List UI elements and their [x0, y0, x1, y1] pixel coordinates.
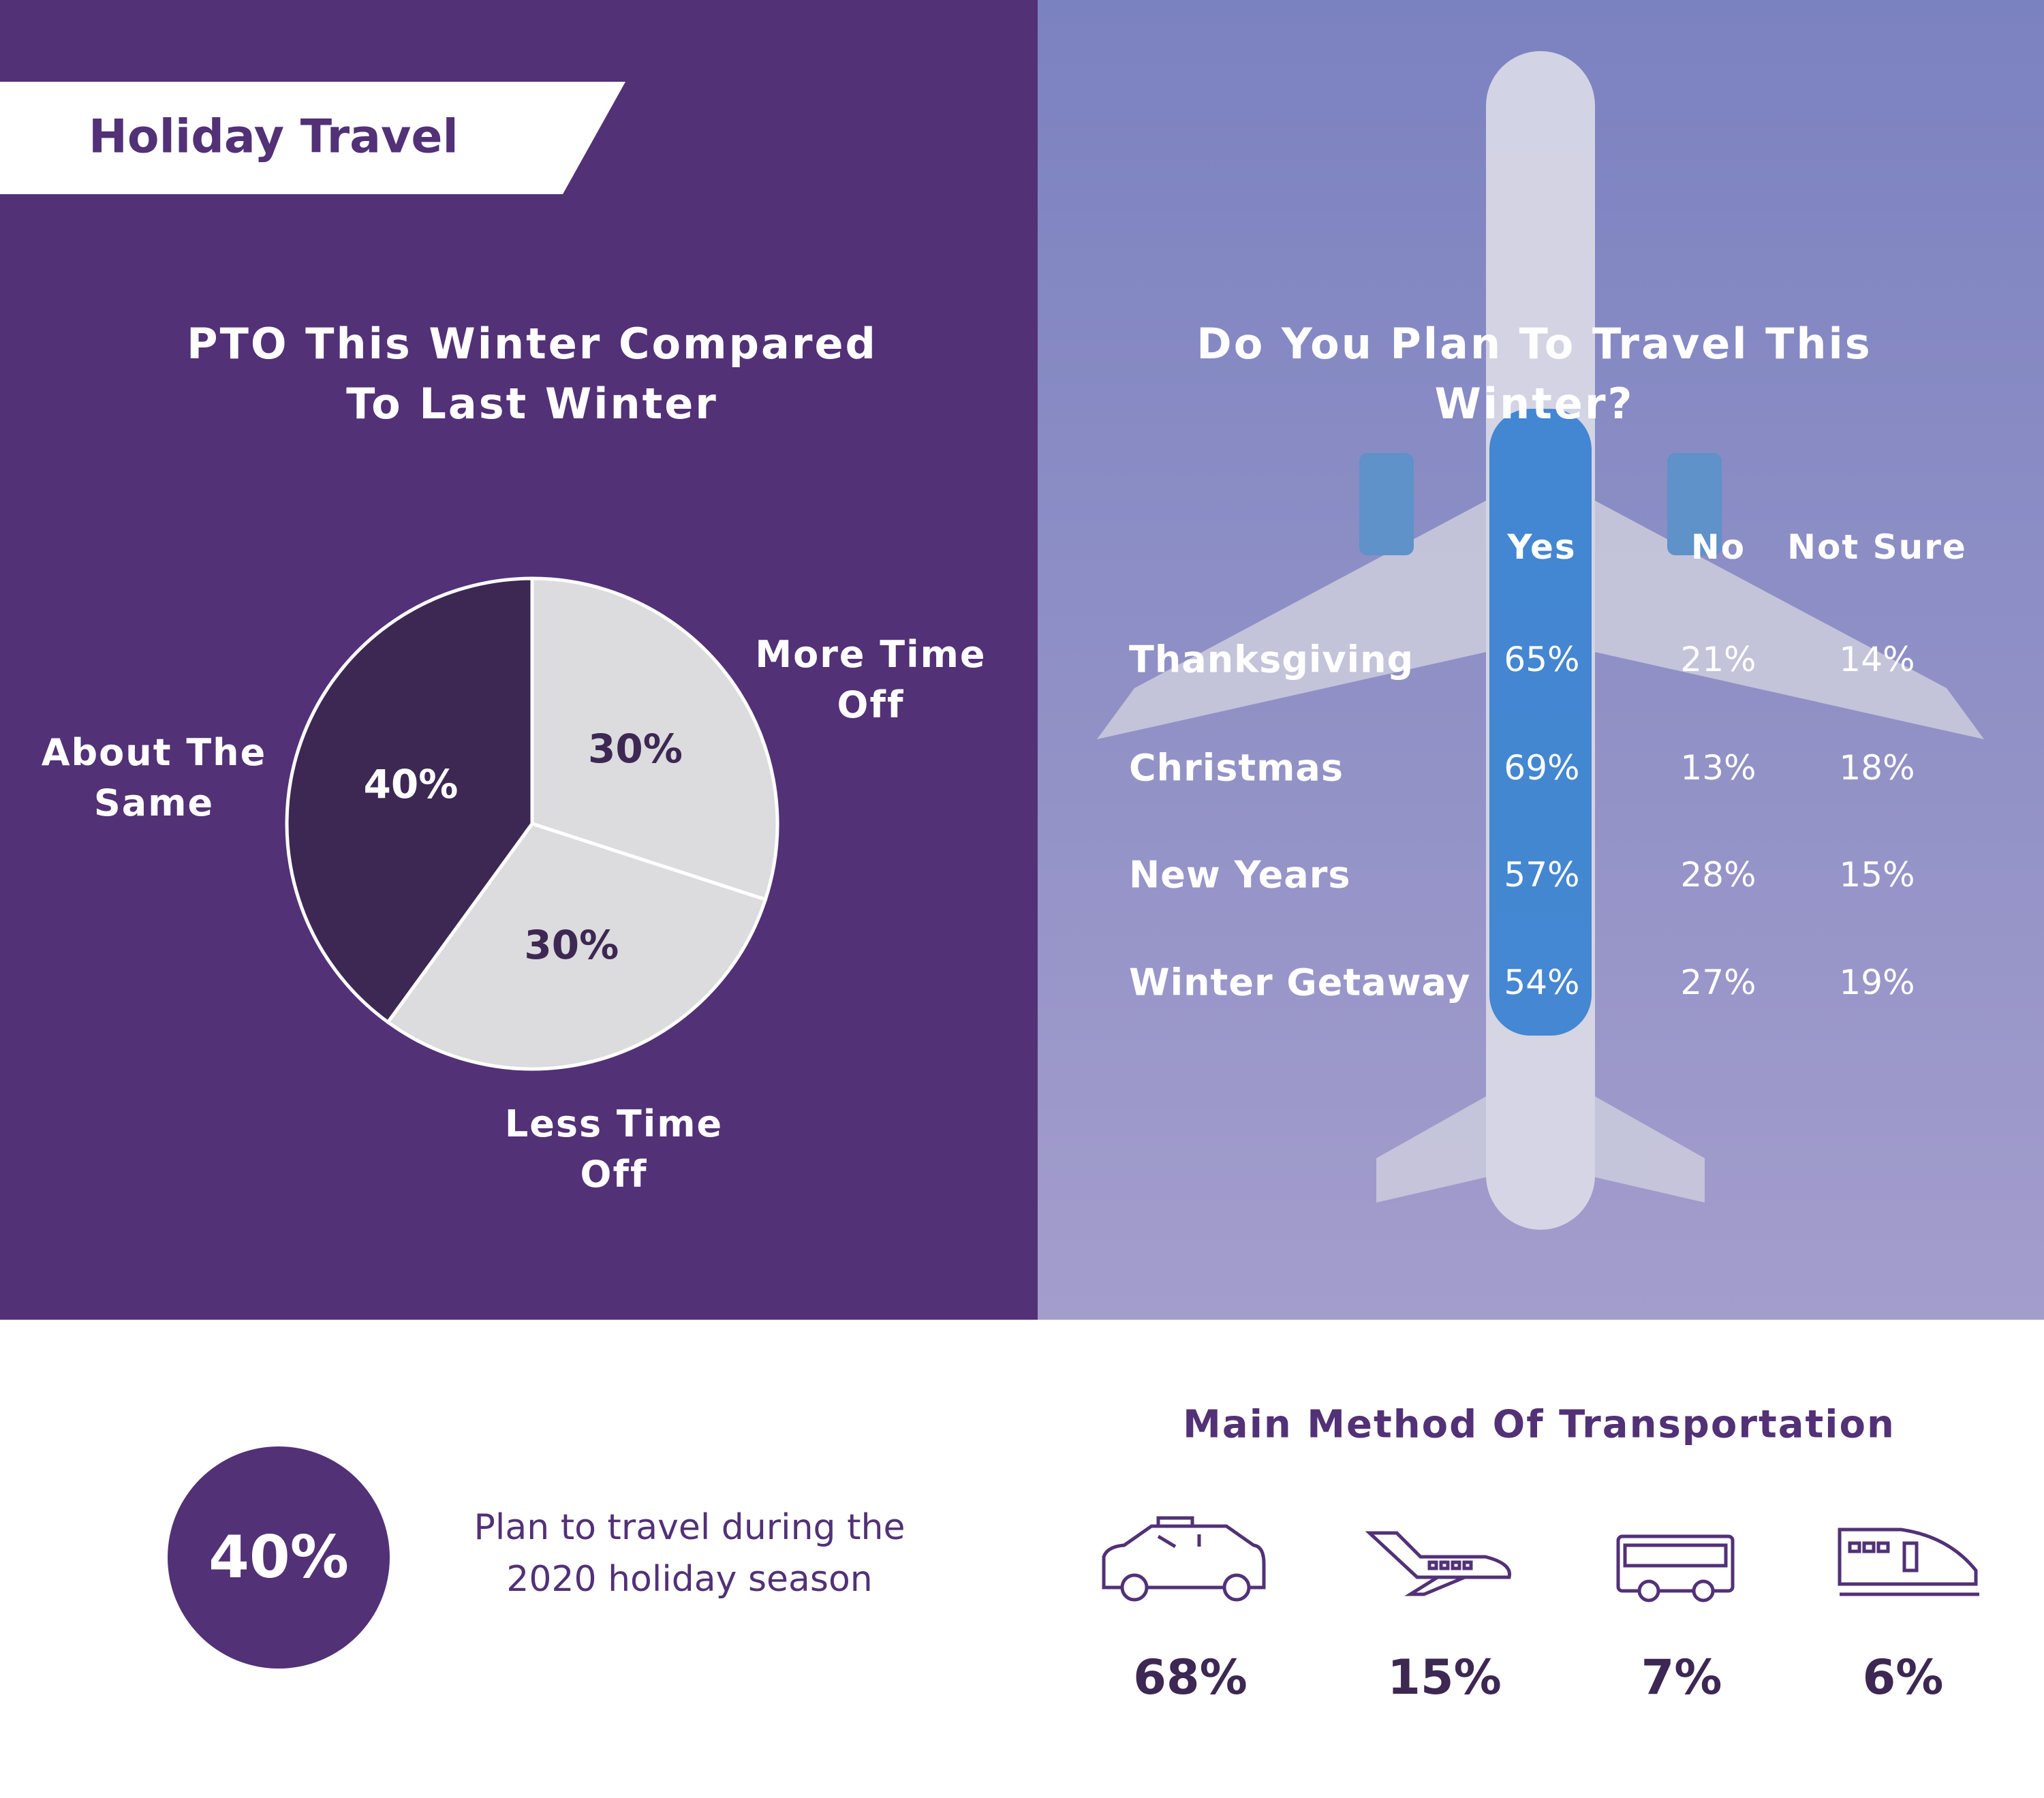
- pie-slice: [385, 822, 768, 1071]
- plane-icon: [1365, 1531, 1512, 1596]
- transport-percent: 15%: [1387, 1649, 1502, 1705]
- train-icon: [1838, 1528, 1979, 1596]
- pie-slice: [530, 576, 779, 902]
- row-label: Winter Getaway: [1129, 961, 1471, 1004]
- value-label: 30%: [524, 922, 619, 969]
- column-header: Yes: [1507, 527, 1577, 567]
- transport-title: Main Method Of Transportation: [1183, 1402, 1895, 1447]
- category-label: Less Time Off: [504, 1102, 724, 1196]
- transport-percent: 7%: [1641, 1649, 1722, 1705]
- transport-percent: 68%: [1133, 1649, 1248, 1705]
- table-cell: 19%: [1839, 963, 1915, 1002]
- table-cell: 21%: [1680, 640, 1756, 679]
- transport-icons: [1102, 1516, 1979, 1602]
- column-header: No: [1690, 527, 1746, 567]
- table-cell: 54%: [1504, 963, 1580, 1002]
- pie-title: PTO This Winter Compared To Last Winter: [187, 319, 878, 429]
- pie-chart: [285, 576, 779, 1071]
- row-label: New Years: [1129, 853, 1351, 897]
- value-label: 30%: [588, 725, 683, 772]
- row-label: Thanksgiving: [1129, 638, 1414, 681]
- stat-value: 40%: [208, 1523, 349, 1592]
- header-title: Holiday Travel: [89, 110, 459, 164]
- table-cell: 14%: [1839, 640, 1915, 679]
- table-cell: 28%: [1680, 855, 1756, 895]
- car-icon: [1102, 1516, 1266, 1602]
- table-cell: 27%: [1680, 963, 1756, 1002]
- table-title: Do You Plan To Travel This Winter?: [1196, 319, 1872, 429]
- table-cell: 65%: [1504, 640, 1580, 679]
- table-cell: 15%: [1839, 855, 1915, 895]
- transport-percent: 6%: [1862, 1649, 1944, 1705]
- stat-circle: [168, 1446, 390, 1669]
- category-label: About The Same: [41, 731, 267, 824]
- stat-text: Plan to travel during the 2020 holiday s…: [474, 1507, 905, 1600]
- table-cell: 57%: [1504, 855, 1580, 895]
- airplane: [1097, 51, 1984, 1230]
- bus-icon: [1616, 1534, 1735, 1602]
- header-banner: [0, 82, 625, 194]
- table-cell: 69%: [1504, 748, 1580, 788]
- column-header: Not Sure: [1787, 527, 1967, 567]
- pie-slice: [285, 576, 534, 1025]
- table-cell: 13%: [1680, 748, 1756, 788]
- table-cell: 18%: [1839, 748, 1915, 788]
- row-label: Christmas: [1129, 746, 1344, 790]
- category-label: More Time Off: [755, 633, 987, 726]
- value-label: 40%: [363, 761, 459, 808]
